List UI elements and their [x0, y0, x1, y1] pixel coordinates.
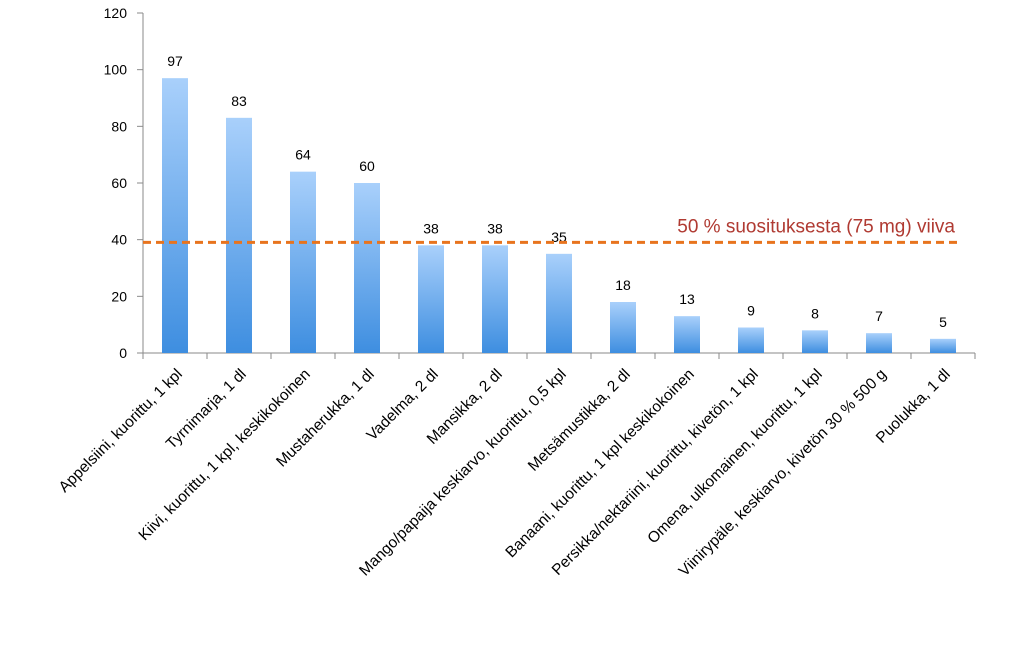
- data-label: 60: [359, 158, 375, 174]
- data-label: 8: [811, 305, 819, 321]
- data-label: 5: [939, 314, 947, 330]
- bar: [482, 245, 508, 353]
- y-tick-label: 80: [111, 118, 127, 134]
- data-label: 13: [679, 291, 695, 307]
- data-label: 38: [423, 220, 439, 236]
- y-tick-label: 20: [111, 288, 127, 304]
- bar: [930, 338, 956, 353]
- bar: [162, 78, 188, 354]
- y-tick-label: 100: [104, 62, 128, 78]
- reference-line-label: 50 % suosituksesta (75 mg) viiva: [677, 216, 955, 237]
- data-label: 18: [615, 277, 631, 293]
- y-tick-label: 0: [119, 345, 127, 361]
- data-label: 64: [295, 147, 311, 163]
- y-tick-label: 40: [111, 232, 127, 248]
- bar: [354, 183, 380, 353]
- bar: [674, 316, 700, 353]
- data-label: 7: [875, 308, 883, 324]
- data-label: 97: [167, 53, 183, 69]
- bar: [802, 330, 828, 353]
- y-tick-label: 120: [104, 5, 128, 21]
- x-axis: [142, 352, 976, 359]
- bar: [866, 333, 892, 353]
- bar: [226, 117, 252, 353]
- bar: [290, 171, 316, 353]
- data-label: 9: [747, 303, 755, 319]
- bar: [546, 253, 572, 353]
- y-tick-label: 60: [111, 175, 127, 191]
- x-tick-label: Appelsiini, kuorittu, 1 kpl: [56, 366, 186, 496]
- bar-series: [162, 78, 956, 354]
- bar: [738, 327, 764, 353]
- bar: [610, 302, 636, 353]
- data-label: 38: [487, 220, 503, 236]
- reference-line-group: 50 % suosituksesta (75 mg) viiva: [143, 216, 957, 244]
- data-label: 83: [231, 93, 247, 109]
- bar: [418, 245, 444, 353]
- y-axis: 0 20 40 60 80 100 120: [104, 5, 144, 361]
